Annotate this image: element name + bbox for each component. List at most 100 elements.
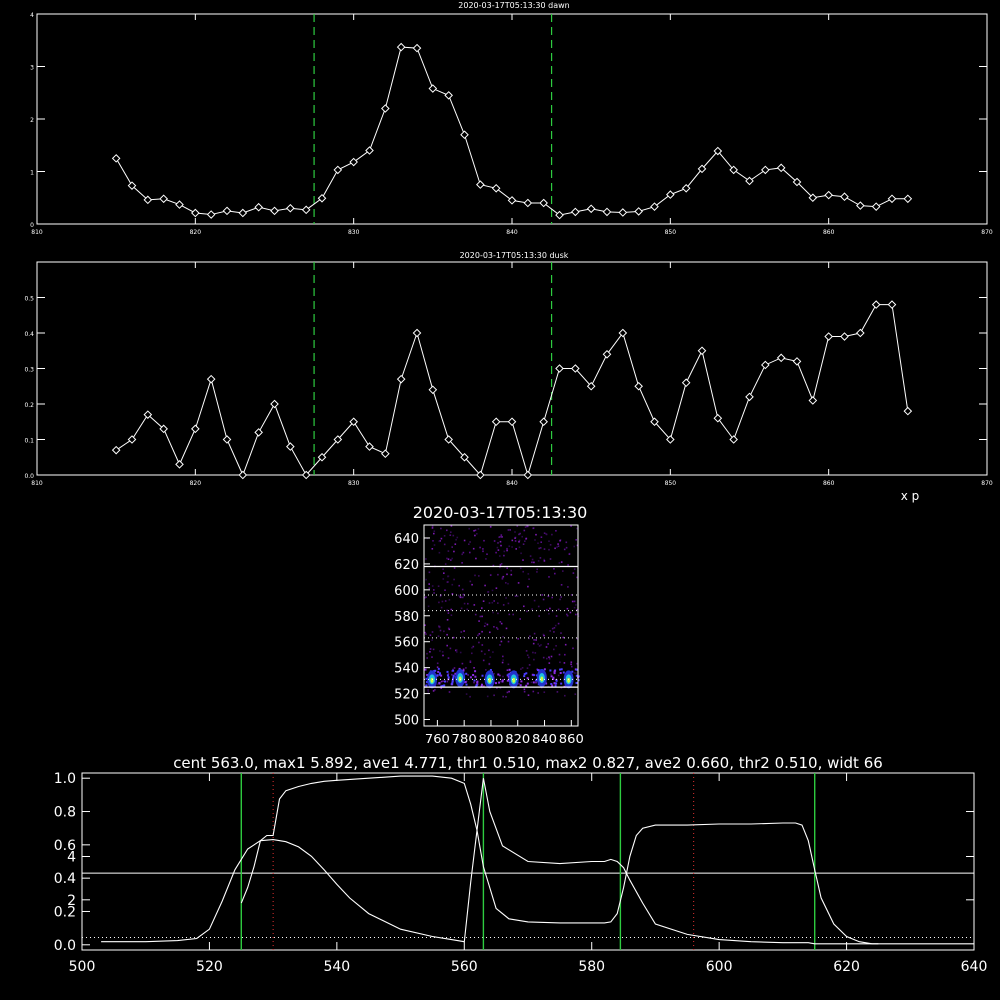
noise-pixel bbox=[484, 584, 486, 587]
noise-pixel bbox=[520, 668, 522, 670]
y-tick-label: 3 bbox=[30, 65, 34, 72]
x-tick-label: 600 bbox=[706, 959, 733, 975]
y-tick-label: 560 bbox=[394, 636, 419, 651]
noise-pixel bbox=[448, 599, 451, 601]
data-point bbox=[729, 165, 738, 175]
noise-pixel bbox=[452, 668, 454, 671]
profile-series-line-1 bbox=[101, 778, 974, 945]
noise-pixel bbox=[456, 651, 458, 653]
x-tick-label: 620 bbox=[833, 959, 860, 975]
noise-pixel bbox=[477, 634, 479, 637]
noise-pixel bbox=[446, 644, 448, 647]
band-pixel bbox=[480, 685, 483, 688]
band-pixel bbox=[552, 678, 555, 680]
band-pixel bbox=[426, 674, 429, 676]
dusk-vlines bbox=[313, 262, 553, 475]
noise-pixel bbox=[543, 548, 546, 550]
band-pixel bbox=[446, 674, 449, 677]
noise-pixel bbox=[535, 639, 537, 641]
noise-pixel bbox=[436, 666, 439, 668]
x-tick-label: 840 bbox=[506, 480, 518, 487]
band-pixel bbox=[551, 684, 554, 687]
noise-pixel bbox=[463, 630, 465, 632]
noise-pixel bbox=[519, 567, 522, 570]
noise-pixel bbox=[538, 547, 540, 550]
noise-pixel bbox=[425, 578, 427, 581]
noise-pixel bbox=[524, 526, 527, 528]
band-pixel bbox=[465, 672, 468, 675]
noise-pixel bbox=[463, 602, 466, 605]
noise-pixel bbox=[555, 645, 557, 647]
noise-pixel bbox=[491, 589, 494, 592]
data-point bbox=[491, 417, 501, 427]
band-pixel bbox=[454, 672, 457, 675]
data-point bbox=[539, 417, 548, 427]
noise-pixel bbox=[559, 661, 561, 664]
noise-pixel bbox=[542, 633, 545, 636]
noise-pixel bbox=[485, 558, 487, 560]
noise-pixel bbox=[559, 598, 561, 601]
noise-pixel bbox=[468, 686, 470, 689]
noise-pixel bbox=[522, 559, 524, 561]
noise-pixel bbox=[481, 607, 483, 609]
data-point bbox=[903, 194, 913, 204]
noise-pixel bbox=[447, 673, 450, 675]
noise-pixel bbox=[537, 605, 540, 608]
band-pixel bbox=[574, 668, 577, 671]
noise-pixel bbox=[447, 657, 450, 659]
noise-pixel bbox=[437, 635, 440, 637]
noise-pixel bbox=[433, 589, 435, 591]
bright-spot-peak bbox=[567, 677, 571, 683]
noise-pixel bbox=[517, 674, 520, 676]
noise-pixel bbox=[463, 594, 465, 597]
noise-pixel bbox=[507, 663, 510, 666]
data-point bbox=[634, 381, 643, 391]
noise-pixel bbox=[543, 560, 546, 562]
band-pixel bbox=[498, 681, 501, 684]
data-point bbox=[871, 202, 881, 211]
noise-pixel bbox=[461, 562, 463, 564]
noise-pixel bbox=[471, 652, 473, 655]
data-point bbox=[254, 428, 263, 437]
band-pixel bbox=[489, 669, 492, 671]
band-pixel bbox=[508, 668, 511, 671]
noise-pixel bbox=[461, 596, 464, 599]
noise-pixel bbox=[491, 601, 494, 604]
data-point bbox=[365, 442, 374, 451]
noise-pixel bbox=[510, 573, 513, 576]
noise-pixel bbox=[446, 557, 448, 560]
noise-pixel bbox=[508, 690, 510, 693]
noise-pixel bbox=[515, 548, 517, 550]
data-point bbox=[301, 470, 311, 480]
noise-pixel bbox=[532, 651, 534, 654]
noise-pixel bbox=[462, 636, 464, 638]
y-tick-label: 0.8 bbox=[54, 805, 76, 821]
noise-pixel bbox=[571, 665, 573, 668]
noise-pixel bbox=[447, 575, 450, 577]
noise-pixel bbox=[522, 570, 524, 573]
noise-pixel bbox=[573, 545, 575, 548]
band-pixel bbox=[451, 679, 454, 682]
noise-pixel bbox=[478, 575, 480, 577]
band-pixel bbox=[550, 675, 553, 678]
noise-pixel bbox=[424, 631, 426, 634]
noise-pixel bbox=[433, 544, 436, 546]
noise-pixel bbox=[450, 531, 452, 533]
noise-pixel bbox=[496, 546, 499, 549]
data-point bbox=[206, 374, 216, 384]
noise-pixel bbox=[447, 612, 450, 614]
data-point bbox=[444, 435, 453, 444]
data-point bbox=[317, 193, 327, 203]
data-point bbox=[586, 204, 596, 214]
noise-pixel bbox=[447, 581, 449, 583]
noise-pixel bbox=[474, 613, 477, 616]
data-point bbox=[824, 190, 833, 200]
noise-pixel bbox=[431, 631, 434, 633]
noise-pixel bbox=[433, 530, 436, 532]
data-point bbox=[903, 406, 913, 416]
noise-pixel bbox=[463, 539, 466, 542]
noise-pixel bbox=[453, 667, 456, 669]
noise-pixel bbox=[483, 539, 485, 542]
noise-pixel bbox=[476, 533, 478, 535]
noise-pixel bbox=[543, 634, 545, 637]
